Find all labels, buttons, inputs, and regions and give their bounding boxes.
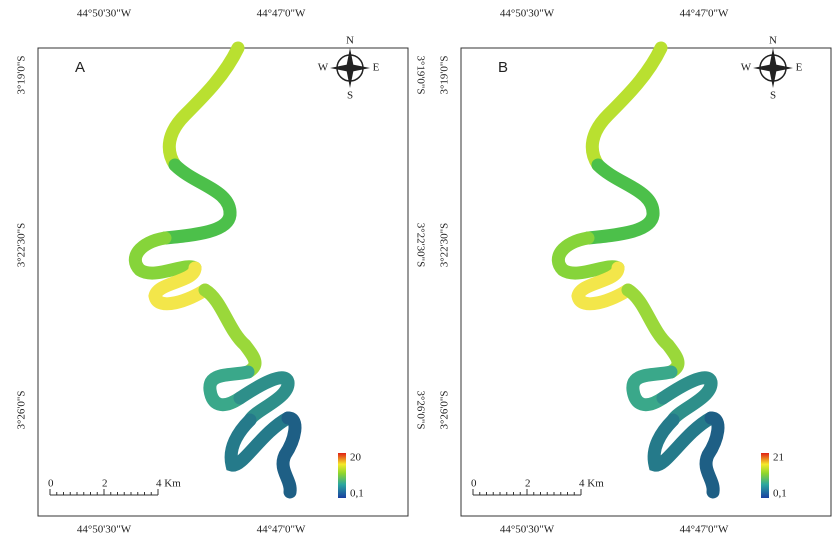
bottom-coordinate: 44°47'0"W <box>257 524 306 536</box>
bottom-coordinate: 44°50'30"W <box>77 524 132 536</box>
river-segment <box>203 365 255 412</box>
river-segment <box>198 283 262 379</box>
top-coordinate: 44°50'30"W <box>500 8 555 20</box>
scale-label: 0 <box>471 478 477 490</box>
river-segment <box>233 371 295 427</box>
river-segment <box>162 41 245 172</box>
compass-star <box>330 48 370 88</box>
river-segment <box>148 261 212 311</box>
river-segment <box>224 411 295 472</box>
right-coordinate: 3°26'0"S <box>414 391 426 430</box>
river-segment <box>585 41 668 172</box>
river-segment <box>699 411 725 499</box>
legend-max: 20 <box>350 452 362 464</box>
left-coordinate: 3°26'0"S <box>439 391 451 430</box>
compass-s: S <box>770 90 776 102</box>
river-segment <box>621 283 685 379</box>
scale-label: 2 <box>102 478 108 490</box>
panel-label: A <box>75 59 85 76</box>
left-coordinate: 3°19'0"S <box>16 56 28 95</box>
river-segment <box>276 411 302 499</box>
scale-label: 4 Km <box>156 478 181 490</box>
right-coordinate: 3°19'0"S <box>414 56 426 95</box>
river-segment <box>128 231 202 280</box>
compass-w: W <box>318 62 329 74</box>
map-frame <box>460 47 832 517</box>
left-coordinate: 3°22'30"S <box>16 223 28 268</box>
map-panel: B 44°50'30"W 44°47'0"W 44°50'30"W 44°47'0"W 3… <box>439 8 832 536</box>
river-segment <box>571 261 635 311</box>
bottom-coordinate: 44°47'0"W <box>680 524 729 536</box>
river-segment <box>158 158 237 245</box>
right-coordinate: 3°22'30"S <box>414 223 426 268</box>
left-coordinate: 3°19'0"S <box>439 56 451 95</box>
river-segment <box>626 365 678 412</box>
compass-e: E <box>373 62 380 74</box>
map-panel: A 44°50'30"W 44°47'0"W 44°50'30"W 44°47'0"W 3… <box>16 8 427 536</box>
map-frame <box>37 47 409 517</box>
bottom-coordinate: 44°50'30"W <box>500 524 555 536</box>
compass-n: N <box>769 35 777 47</box>
compass-n: N <box>346 35 354 47</box>
top-coordinate: 44°47'0"W <box>680 8 729 20</box>
legend-ramp <box>338 453 346 498</box>
scale-label: 4 Km <box>579 478 604 490</box>
legend-ramp <box>761 453 769 498</box>
legend-min: 0,1 <box>773 488 787 500</box>
left-coordinate: 3°26'0"S <box>16 391 28 430</box>
scale-label: 2 <box>525 478 531 490</box>
compass-w: W <box>741 62 752 74</box>
compass-star <box>753 48 793 88</box>
river-segment <box>551 231 625 280</box>
legend-min: 0,1 <box>350 488 364 500</box>
compass-s: S <box>347 90 353 102</box>
legend-max: 21 <box>773 452 784 464</box>
scale-label: 0 <box>48 478 54 490</box>
top-coordinate: 44°47'0"W <box>257 8 306 20</box>
panel-label: B <box>498 59 508 76</box>
top-coordinate: 44°50'30"W <box>77 8 132 20</box>
river-segment <box>647 411 718 472</box>
compass-e: E <box>796 62 803 74</box>
river-segment <box>656 371 718 427</box>
river-segment <box>581 158 660 245</box>
left-coordinate: 3°22'30"S <box>439 223 451 268</box>
